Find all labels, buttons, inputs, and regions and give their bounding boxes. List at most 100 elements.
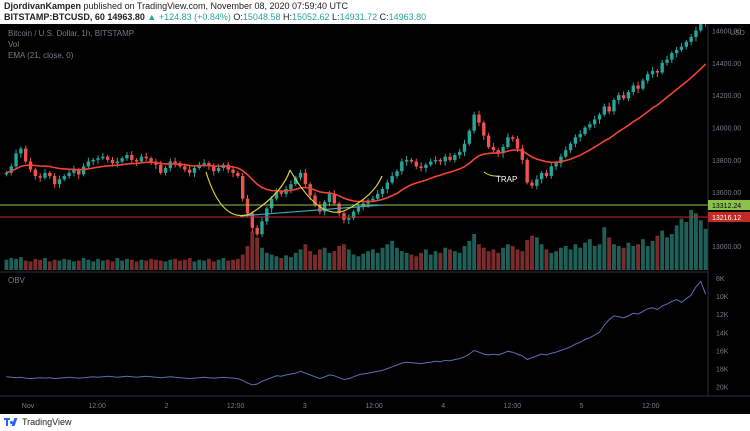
volume-bar [322,247,327,270]
volume-bar [404,252,409,270]
volume-bar [573,244,578,270]
volume-bar [655,235,660,270]
volume-bar [467,240,472,270]
volume-bar [327,252,332,270]
candle [674,49,679,54]
candle [390,176,394,183]
candle [496,150,500,154]
price-tick-label: 14400.00 [712,61,741,68]
candle [650,70,655,75]
volume-bar [491,249,496,270]
candle [694,30,698,37]
candles [4,24,707,238]
candle [539,172,544,180]
candle [597,114,602,120]
volume-bar [153,259,158,270]
volume-bar [385,244,390,270]
volume-bar [443,247,448,270]
candle [535,179,539,186]
time-tick-label: 12:00 [504,403,522,410]
obv-tick-label: 16K [716,348,729,355]
volume-bar [14,258,18,270]
trap-marker [483,171,501,177]
chart-canvas[interactable]: 13600.00 13800.00 14000.00 14200.00 14400.00… [0,24,750,414]
volume-bar [38,259,43,270]
tradingview-logo-icon [4,417,18,427]
time-tick-label: Nov [22,403,35,410]
ema-line [6,63,707,203]
volume-bar [433,251,438,270]
volume-bar [612,244,616,270]
volume-bar [274,256,279,270]
volume-bar [578,247,583,270]
close-label: C: [379,12,389,22]
volume-bar [28,261,33,270]
volume-bar [525,240,530,270]
candle [183,166,187,170]
candle [636,85,640,89]
symbol-line: BITSTAMP:BTCUSD, 60 14963.80 ▲ +124.83 (… [4,12,426,22]
candle [607,106,611,112]
volume-bar [284,255,289,270]
volume-bar [554,251,559,270]
volume-bar [669,234,674,270]
volume-bar [390,240,395,270]
volume-bar [226,260,231,270]
volume-bar [308,251,313,270]
volume-bar [18,257,23,270]
volume-bar [91,261,96,270]
volume-bar [332,251,337,270]
volume-bar [631,246,636,270]
volume-bar [428,254,433,270]
candle [380,189,385,194]
volume-bar [496,252,501,270]
candle [578,134,582,138]
obv-tick-label: 18K [716,367,729,374]
footer-brand[interactable]: TradingView [22,417,72,427]
volume-bar [370,249,375,270]
volume-bar [689,210,694,270]
candle [105,156,110,160]
candle [409,159,414,162]
volume-bar [129,259,134,270]
candle [404,159,409,162]
candle [125,155,129,159]
volume-bar [621,247,626,270]
candle [424,164,428,168]
volume-bar [134,261,139,270]
time-tick-label: 3 [303,403,307,410]
candle [347,218,351,220]
candle [144,156,148,159]
published-text: published on TradingView.com, November 0… [83,1,349,11]
volume-bar [62,258,67,270]
candle [322,201,327,212]
candle [477,114,481,123]
overlays [0,63,708,218]
legend-vol: Vol [8,40,19,49]
candle [62,176,66,180]
candle [573,137,578,144]
candle [631,85,635,92]
publisher-line: DjordivanKampen published on TradingView… [4,1,348,11]
candle [77,169,81,175]
candle [327,193,332,202]
close-value: 14963.80 [388,12,427,22]
volume-bar [587,239,592,270]
legend-ema: EMA (21, close, 0) [8,51,74,60]
volume-bar [501,247,505,270]
candle [19,148,23,154]
price-axis[interactable]: 13600.00 13800.00 14000.00 14200.00 14400.00… [707,24,750,396]
time-axis[interactable]: Nov 12:00 2 12:00 3 12:00 4 12:00 5 12:00 [0,395,750,410]
candle [274,192,279,199]
volume-bar [592,246,597,270]
candle [303,172,308,185]
candle [269,198,274,209]
candle [202,163,206,165]
candle [515,138,520,149]
volume-bar [173,258,178,270]
legend-obv: OBV [8,276,26,285]
author-name[interactable]: DjordivanKampen [4,1,82,11]
candle [530,182,534,186]
candle [332,193,336,204]
candle [240,176,245,199]
